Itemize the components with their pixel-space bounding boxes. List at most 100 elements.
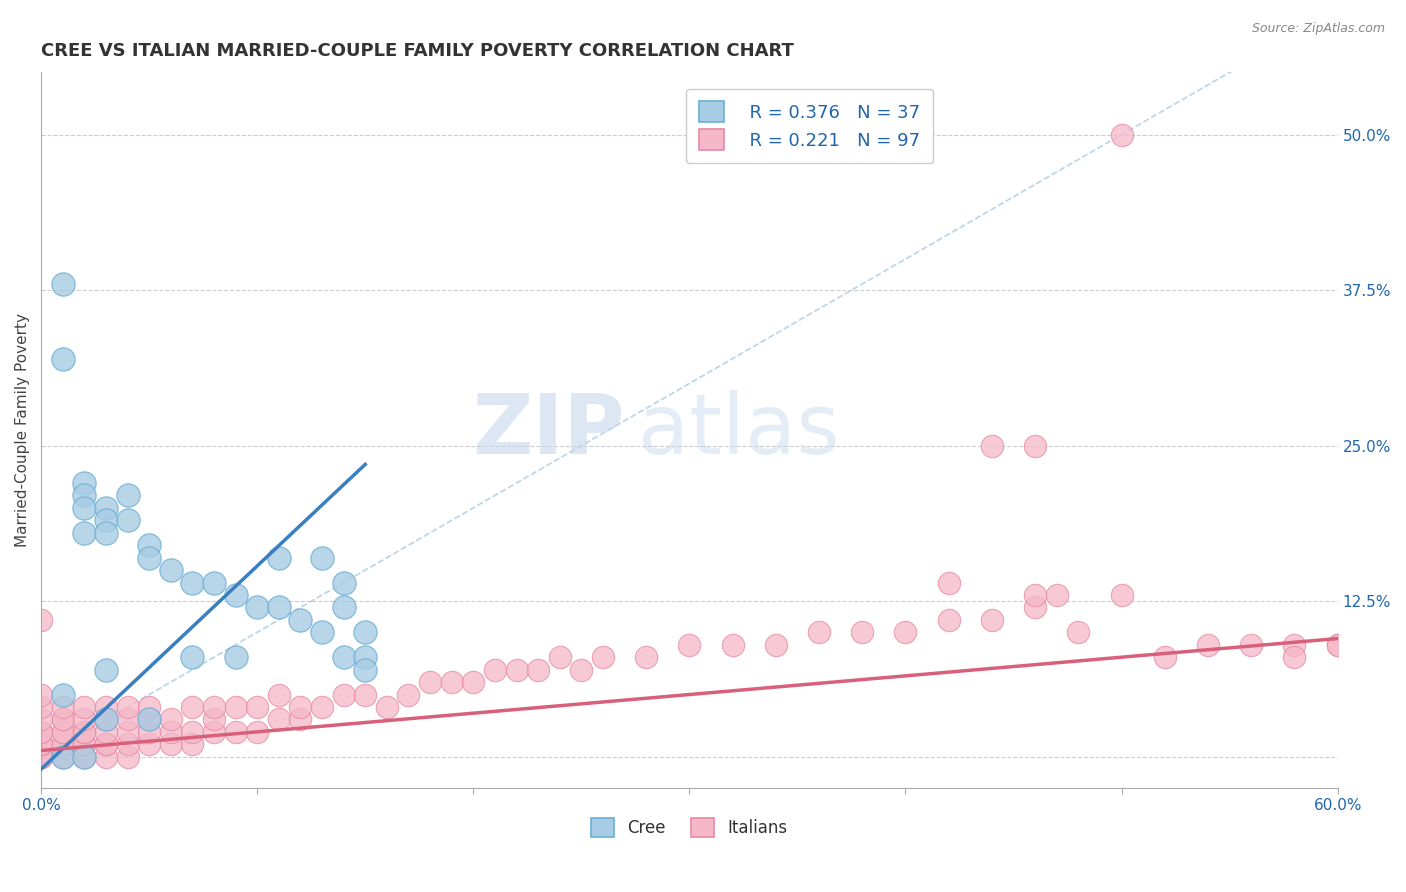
Point [52, 688, 75, 702]
Point [311, 700, 333, 714]
Point [73, 525, 96, 540]
Point [117, 737, 139, 751]
Point [375, 700, 398, 714]
Point [52, 737, 75, 751]
Point [94, 513, 117, 527]
Point [138, 713, 160, 727]
Point [1326, 638, 1348, 652]
Point [138, 700, 160, 714]
Point [94, 700, 117, 714]
Text: Source: ZipAtlas.com: Source: ZipAtlas.com [1251, 22, 1385, 36]
Point [52, 277, 75, 291]
Point [527, 663, 550, 677]
Point [73, 749, 96, 764]
Point [1197, 638, 1219, 652]
Point [354, 625, 377, 640]
Point [851, 625, 873, 640]
Point [181, 700, 204, 714]
Point [202, 700, 225, 714]
Point [246, 724, 269, 739]
Point [311, 625, 333, 640]
Point [30, 724, 52, 739]
Point [354, 650, 377, 665]
Point [636, 650, 658, 665]
Point [225, 650, 247, 665]
Point [398, 688, 420, 702]
Point [73, 488, 96, 502]
Point [30, 724, 52, 739]
Point [117, 700, 139, 714]
Point [181, 724, 204, 739]
Point [1067, 625, 1090, 640]
Text: CREE VS ITALIAN MARRIED-COUPLE FAMILY POVERTY CORRELATION CHART: CREE VS ITALIAN MARRIED-COUPLE FAMILY PO… [41, 42, 794, 60]
Point [73, 737, 96, 751]
Y-axis label: Married-Couple Family Poverty: Married-Couple Family Poverty [15, 313, 30, 547]
Point [73, 749, 96, 764]
Point [246, 700, 269, 714]
Point [52, 713, 75, 727]
Point [94, 724, 117, 739]
Point [202, 713, 225, 727]
Point [73, 713, 96, 727]
Point [1024, 600, 1046, 615]
Point [52, 351, 75, 366]
Point [30, 737, 52, 751]
Point [311, 550, 333, 565]
Point [484, 663, 506, 677]
Point [73, 724, 96, 739]
Point [117, 488, 139, 502]
Point [1024, 588, 1046, 602]
Point [94, 749, 117, 764]
Point [52, 724, 75, 739]
Point [721, 638, 744, 652]
Point [73, 500, 96, 515]
Point [30, 613, 52, 627]
Point [1111, 128, 1133, 142]
Point [52, 749, 75, 764]
Point [1046, 588, 1069, 602]
Point [117, 713, 139, 727]
Point [267, 688, 290, 702]
Point [354, 663, 377, 677]
Point [30, 688, 52, 702]
Point [548, 650, 571, 665]
Point [159, 563, 181, 577]
Point [181, 575, 204, 590]
Point [52, 737, 75, 751]
Legend: Cree, Italians: Cree, Italians [585, 812, 794, 844]
Point [73, 749, 96, 764]
Point [52, 724, 75, 739]
Point [117, 749, 139, 764]
Point [181, 737, 204, 751]
Point [159, 737, 181, 751]
Point [117, 724, 139, 739]
Point [181, 650, 204, 665]
Point [569, 663, 592, 677]
Point [73, 737, 96, 751]
Point [117, 513, 139, 527]
Point [138, 724, 160, 739]
Point [94, 737, 117, 751]
Text: ZIP: ZIP [472, 390, 624, 471]
Point [332, 575, 354, 590]
Point [267, 550, 290, 565]
Point [73, 700, 96, 714]
Point [138, 550, 160, 565]
Point [225, 700, 247, 714]
Point [980, 613, 1002, 627]
Point [52, 713, 75, 727]
Point [30, 700, 52, 714]
Point [30, 749, 52, 764]
Point [1326, 638, 1348, 652]
Point [202, 575, 225, 590]
Point [290, 700, 312, 714]
Point [94, 663, 117, 677]
Point [225, 588, 247, 602]
Point [30, 749, 52, 764]
Point [1111, 588, 1133, 602]
Point [267, 600, 290, 615]
Point [765, 638, 787, 652]
Point [332, 650, 354, 665]
Point [1153, 650, 1175, 665]
Point [290, 713, 312, 727]
